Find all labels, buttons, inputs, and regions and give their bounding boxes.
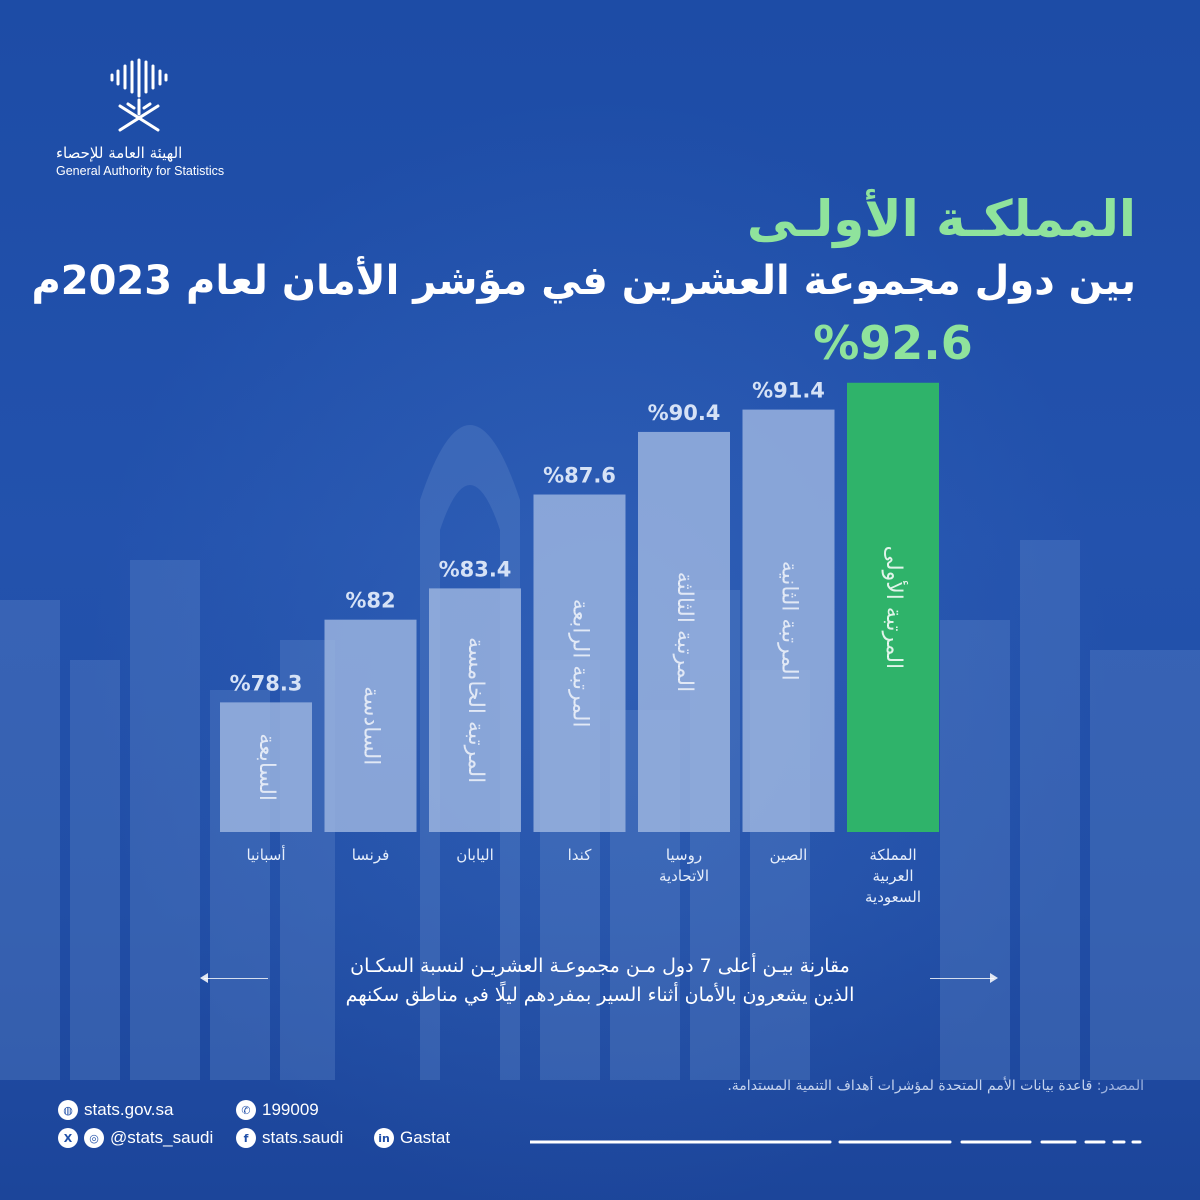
source-text: قاعدة بيانات الأمم المتحدة لمؤشرات أهداف…	[727, 1078, 1093, 1094]
rank-label-4: المرتبة الثالثة	[672, 572, 697, 693]
rank-label-5: المرتبة الثانية	[777, 561, 802, 681]
linkedin-icon: in	[374, 1128, 394, 1148]
riyadh-skyline-background	[0, 425, 1200, 1080]
value-label-5: %91.4	[752, 379, 825, 403]
logo-english-name: General Authority for Statistics	[56, 164, 225, 178]
rank-label-1: السادسة	[359, 686, 384, 765]
facebook-link[interactable]: f stats.saudi	[236, 1128, 343, 1148]
headline: المملكـة الأولـى	[746, 190, 1136, 248]
facebook-icon: f	[236, 1128, 256, 1148]
bar-4	[638, 431, 730, 832]
source-label: المصدر:	[1096, 1078, 1144, 1094]
note-line-1: مقارنة بيـن أعلى 7 دول مـن مجموعـة العشر…	[350, 955, 850, 977]
note-line-2: الذين يشعرون بالأمان أثناء السير بمفردهم…	[345, 984, 855, 1006]
x-icon: X	[58, 1128, 78, 1148]
category-label-5: الصين	[770, 846, 808, 864]
value-label-2: %83.4	[439, 557, 512, 581]
rank-label-2: المرتبة الخامسة	[463, 637, 488, 783]
category-label-3: كندا	[568, 846, 593, 864]
gastat-logo: الهيئة العامة للإحصاء General Authority …	[56, 56, 226, 178]
gastat-emblem-icon	[110, 58, 168, 132]
arrow-left-icon	[200, 973, 208, 983]
footer-decorative-lines	[530, 1140, 1142, 1144]
phone-icon: ✆	[236, 1100, 256, 1120]
phone-text: 199009	[262, 1100, 319, 1119]
website-link[interactable]: ◍ stats.gov.sa	[58, 1100, 173, 1120]
category-label-1: فرنسا	[352, 846, 390, 864]
category-label-0: أسبانيا	[246, 845, 285, 864]
value-label-6: %92.6	[813, 316, 973, 370]
rank-label-6: المرتبة الأولى	[881, 546, 908, 670]
bar-1	[324, 619, 417, 832]
value-label-4: %90.4	[648, 401, 721, 425]
value-label-3: %87.6	[543, 464, 616, 488]
bar-0	[220, 702, 312, 832]
rank-label-3: المرتبة الرابعة	[568, 599, 593, 728]
category-label-2: اليابان	[456, 846, 494, 864]
instagram-icon: ◎	[84, 1128, 104, 1148]
category-label-6: المملكة العربية السعودية	[865, 846, 921, 906]
facebook-text: stats.saudi	[262, 1128, 344, 1147]
logo-arabic-name: الهيئة العامة للإحصاء	[56, 144, 183, 162]
value-label-0: %78.3	[230, 671, 303, 695]
note-arrow-left	[204, 978, 268, 979]
note-arrow-right	[930, 978, 994, 979]
subheadline: بين دول مجموعة العشرين في مؤشر الأمان لع…	[31, 258, 1136, 304]
source-note: المصدر: قاعدة بيانات الأمم المتحدة لمؤشر…	[727, 1078, 1144, 1094]
linkedin-link[interactable]: in Gastat	[374, 1128, 450, 1148]
category-label-4: روسيا الاتحادية	[659, 846, 709, 885]
bar-3	[533, 494, 626, 832]
bar-2	[429, 588, 521, 832]
arrow-right-icon	[990, 973, 998, 983]
phone-link[interactable]: ✆ 199009	[236, 1100, 319, 1120]
social-handle-text: @stats_saudi	[110, 1128, 214, 1147]
social-handle-link[interactable]: X ◎ @stats_saudi	[58, 1128, 213, 1148]
website-text: stats.gov.sa	[84, 1100, 174, 1119]
globe-icon: ◍	[58, 1100, 78, 1120]
value-label-1: %82	[345, 589, 395, 613]
linkedin-text: Gastat	[400, 1128, 451, 1147]
rank-label-0: السابعة	[254, 733, 279, 801]
bar-5	[742, 409, 835, 832]
bar-6	[847, 382, 939, 832]
chart-note: مقارنة بيـن أعلى 7 دول مـن مجموعـة العشر…	[280, 952, 920, 1010]
